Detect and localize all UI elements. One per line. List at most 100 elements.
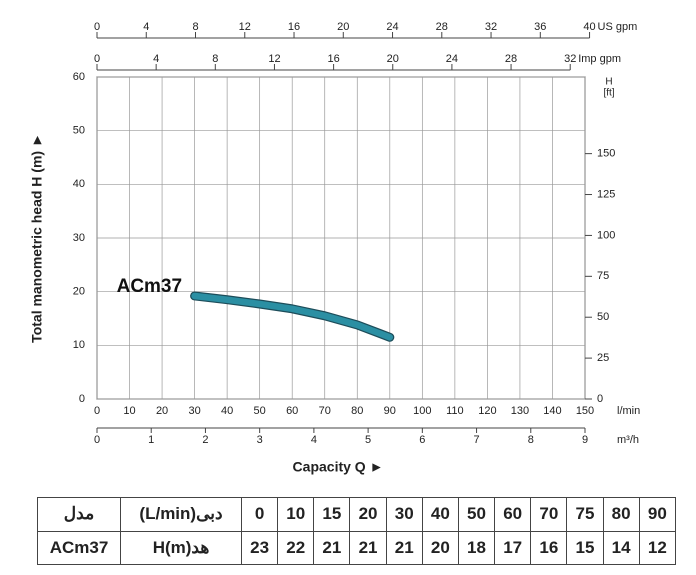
x-tick-label: 90 (384, 405, 396, 417)
bottom-axis2-label: m³/h (617, 434, 639, 446)
x-axis-title: Capacity Q ► (293, 459, 384, 475)
y-tick-label: 60 (73, 71, 85, 83)
top-axis-tick-label: 40 (583, 21, 595, 33)
table-cell: H(m)هد (120, 530, 242, 565)
top-axis-tick-label: 16 (327, 53, 339, 65)
bottom-axis2-tick-label: 0 (94, 434, 100, 446)
top-axis-tick-label: 8 (212, 53, 218, 65)
table-cell: 17 (494, 530, 532, 565)
x-tick-label: 30 (188, 405, 200, 417)
curve (191, 292, 394, 341)
y-tick-label: 40 (73, 178, 85, 190)
y2-tick-label: 25 (597, 352, 609, 364)
table-cell: 21 (385, 530, 423, 565)
table-cell: 22 (277, 530, 315, 565)
x-tick-label: 40 (221, 405, 233, 417)
top-axis-tick-label: 0 (94, 53, 100, 65)
bottom-axis2-tick-label: 7 (473, 434, 479, 446)
table-row: ACm37 H(m)هد 23 22 21 21 21 20 18 17 16 15 14 12 (37, 530, 677, 565)
top-axis-tick-label: 28 (505, 53, 517, 65)
x-tick-label: 130 (511, 405, 529, 417)
x-tick-label: 100 (413, 405, 431, 417)
y2-tick-label: 150 (597, 148, 615, 160)
top-axis-tick-label: 32 (485, 21, 497, 33)
table-cell: 15 (313, 497, 351, 532)
table-cell: 23 (240, 530, 279, 565)
bottom-axis2-tick-label: 4 (311, 434, 317, 446)
top-axis-tick-label: 32 (564, 53, 576, 65)
y-tick-label: 20 (73, 286, 85, 298)
table-cell: 21 (313, 530, 351, 565)
top-axis-label: US gpm (598, 21, 638, 33)
top-axis-label: Imp gpm (578, 53, 621, 65)
table-cell: 80 (602, 497, 640, 532)
top-axis-tick-label: 24 (446, 53, 458, 65)
x-tick-label: 10 (123, 405, 135, 417)
table-cell: 30 (385, 497, 423, 532)
top-axis-tick-label: 4 (143, 21, 149, 33)
table-cell: 15 (566, 530, 604, 565)
y2-label: H (605, 77, 612, 88)
top-axis-tick-label: 0 (94, 21, 100, 33)
table-cell: 90 (638, 497, 677, 532)
table-cell: 20 (349, 497, 387, 532)
table-cell: 10 (277, 497, 315, 532)
top-axis-tick-label: 12 (239, 21, 251, 33)
x-tick-label: 20 (156, 405, 168, 417)
top-axis-tick-label: 28 (436, 21, 448, 33)
y-tick-label: 50 (73, 125, 85, 137)
table-row: مدل (L/min)دبی 0 10 15 20 30 40 50 60 70 75 80 90 (37, 497, 677, 532)
bottom-axis2-tick-label: 9 (582, 434, 588, 446)
table-cell: 70 (530, 497, 568, 532)
x-tick-label: 150 (576, 405, 594, 417)
top-axis-tick-label: 4 (153, 53, 159, 65)
table-cell: 20 (421, 530, 459, 565)
bottom-axis2-tick-label: 6 (419, 434, 425, 446)
y-tick-label: 10 (73, 339, 85, 351)
table-cell: 75 (566, 497, 604, 532)
x-tick-label: 120 (478, 405, 496, 417)
table-cell: مدل (37, 497, 121, 532)
table-cell: 14 (602, 530, 640, 565)
y-tick-label: 0 (79, 393, 85, 405)
x-tick-label: 140 (543, 405, 561, 417)
y2-tick-label: 75 (597, 270, 609, 282)
x-tick-label: 0 (94, 405, 100, 417)
chart: 0 10 20 30 40 50 60 70 80 90 100 110 120 130 140 150 l/m… (29, 21, 641, 475)
x-tick-label: 60 (286, 405, 298, 417)
bottom-axis2-tick-label: 8 (528, 434, 534, 446)
y2-tick-label: 0 (597, 393, 603, 405)
y2-tick-label: 50 (597, 311, 609, 323)
y2-tick-label: 125 (597, 188, 615, 200)
table-cell: 50 (457, 497, 496, 532)
table-cell: (L/min)دبی (120, 497, 242, 532)
x-tick-label: 50 (254, 405, 266, 417)
top-axis-tick-label: 24 (386, 21, 398, 33)
top-axis-tick-label: 8 (192, 21, 198, 33)
y2-label: [ft] (603, 88, 614, 99)
data-table: مدل (L/min)دبی 0 10 15 20 30 40 50 60 70 75 80 90 ACm3… (37, 497, 677, 565)
table-cell: 18 (457, 530, 496, 565)
bottom-axis2-tick-label: 2 (202, 434, 208, 446)
y-tick-label: 30 (73, 232, 85, 244)
series-label: ACm37 (117, 276, 182, 297)
x-tick-label: 80 (351, 405, 363, 417)
table-cell: 12 (638, 530, 677, 565)
x-tick-label: 110 (446, 405, 464, 417)
y2-tick-label: 100 (597, 229, 615, 241)
bottom-axis2-tick-label: 3 (257, 434, 263, 446)
table-cell: ACm37 (37, 530, 121, 565)
top-axis-tick-label: 20 (337, 21, 349, 33)
y-axis-title: Total manometric head H (m) ► (29, 133, 45, 343)
table-cell: 40 (421, 497, 459, 532)
bottom-axis2-tick-label: 5 (365, 434, 371, 446)
table-cell: 0 (240, 497, 279, 532)
top-axis-tick-label: 16 (288, 21, 300, 33)
bottom-axis2-tick-label: 1 (148, 434, 154, 446)
table-cell: 16 (530, 530, 568, 565)
table-cell: 60 (494, 497, 532, 532)
top-axis-tick-label: 12 (268, 53, 280, 65)
x-tick-label: 70 (319, 405, 331, 417)
top-axis-tick-label: 20 (387, 53, 399, 65)
